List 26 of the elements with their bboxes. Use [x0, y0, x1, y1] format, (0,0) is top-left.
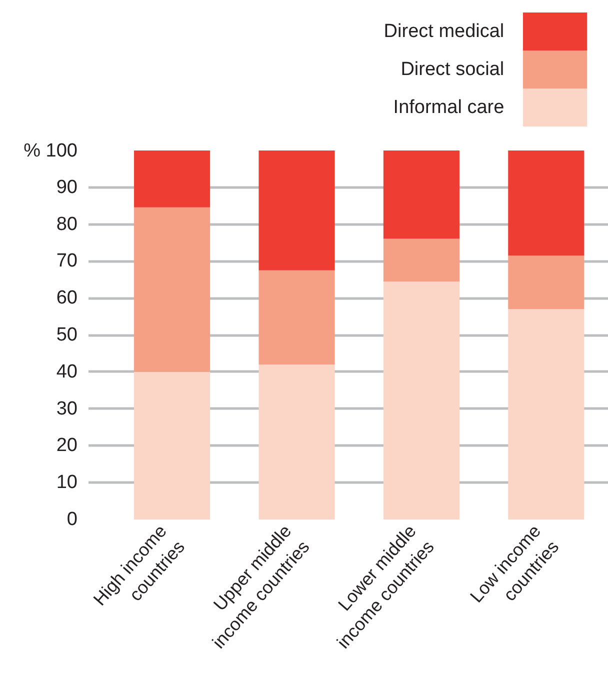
y-tick-label: 40: [56, 361, 78, 382]
bar: [383, 238, 460, 282]
legend-label: Direct medical: [384, 21, 504, 42]
y-tick-label: 20: [56, 435, 78, 456]
bar: [508, 256, 584, 310]
bar: [508, 309, 584, 520]
bar: [383, 281, 460, 520]
bar: [258, 150, 335, 270]
bar: [258, 364, 335, 520]
y-tick-label: 70: [56, 250, 78, 272]
y-tick-label: 60: [56, 288, 78, 309]
y-tick-label: 90: [56, 176, 78, 198]
bar: [258, 270, 335, 365]
legend-label: Direct social: [400, 59, 504, 80]
bar: [134, 207, 210, 372]
y-tick-label: 10: [56, 472, 78, 494]
y-tick-label: % 100: [24, 140, 78, 162]
legend-label: Informal care: [393, 97, 504, 118]
bar: [134, 150, 210, 208]
bar: [383, 150, 460, 239]
y-tick-label: 50: [56, 324, 78, 346]
bar: [508, 150, 584, 256]
y-tick-label: 80: [56, 214, 78, 235]
bar: [134, 372, 210, 520]
y-tick-label: 30: [56, 398, 78, 420]
y-tick-label: 0: [66, 509, 78, 530]
